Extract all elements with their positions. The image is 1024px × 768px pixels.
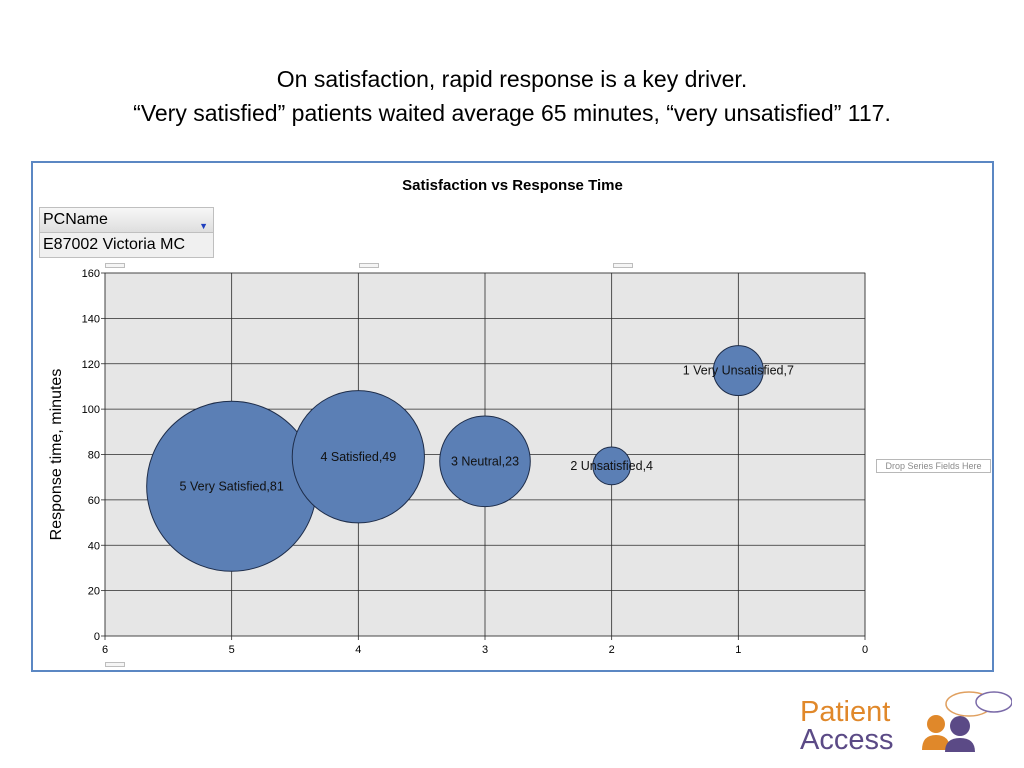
series-drop-handle[interactable] <box>359 263 379 268</box>
y-tick-label: 40 <box>88 540 100 552</box>
bubble <box>592 446 632 486</box>
y-tick-label: 140 <box>82 313 100 325</box>
patient-access-logo: Patient Access <box>800 690 1012 760</box>
pivot-chart[interactable]: Satisfaction vs Response Time PCName ▼ E… <box>31 161 994 672</box>
slide-title: On satisfaction, rapid response is a key… <box>0 62 1024 130</box>
logo-word-access: Access <box>800 724 894 756</box>
bubble-data-label: 2 Unsatisfied,4 <box>570 459 653 473</box>
series-drop-handle[interactable] <box>613 263 633 268</box>
chart-title: Satisfaction vs Response Time <box>402 177 623 194</box>
x-tick-label: 0 <box>862 644 868 656</box>
filter-field-button[interactable]: PCName ▼ <box>40 208 213 233</box>
slide-title-line2: “Very satisfied” patients waited average… <box>133 100 891 126</box>
y-tick-label: 60 <box>88 495 100 507</box>
bubble-data-label: 4 Satisfied,49 <box>320 450 396 464</box>
bubble-data-label: 3 Neutral,23 <box>451 454 519 468</box>
y-tick-label: 120 <box>82 359 100 371</box>
y-tick-label: 160 <box>82 268 100 280</box>
y-tick-label: 20 <box>88 586 100 598</box>
x-tick-label: 5 <box>229 644 235 656</box>
axis-drop-handle[interactable] <box>105 662 125 667</box>
y-tick-label: 80 <box>88 450 100 462</box>
y-axis-title: Response time, minutes <box>48 369 65 541</box>
filter-value: E87002 Victoria MC <box>40 233 213 257</box>
bubble <box>712 345 764 397</box>
x-tick-label: 3 <box>482 644 488 656</box>
drop-series-fields-zone[interactable]: Drop Series Fields Here <box>876 459 991 473</box>
x-tick-label: 6 <box>102 644 108 656</box>
x-tick-label: 1 <box>735 644 741 656</box>
report-filter[interactable]: PCName ▼ E87002 Victoria MC <box>39 207 214 258</box>
bubble-chart-plot: 0 20 40 60 80 100 120 140 160 6 5 4 3 2 1 0 Response tim… <box>48 268 868 656</box>
x-tick-label: 2 <box>609 644 615 656</box>
bubble-data-label: 1 Very Unsatisfied,7 <box>683 364 794 378</box>
bubble <box>439 415 531 508</box>
logo-word-patient: Patient <box>800 696 891 728</box>
series-drop-handle[interactable] <box>105 263 125 268</box>
y-tick-label: 0 <box>94 631 100 643</box>
speech-bubbles-people-icon <box>922 691 1012 752</box>
slide-title-line1: On satisfaction, rapid response is a key… <box>276 66 748 92</box>
filter-field-label: PCName <box>43 211 108 228</box>
bubble-data-label: 5 Very Satisfied,81 <box>180 479 284 493</box>
dropdown-arrow-icon[interactable]: ▼ <box>199 221 208 231</box>
bubble <box>291 390 425 524</box>
x-tick-label: 4 <box>355 644 361 656</box>
y-tick-label: 100 <box>82 404 100 416</box>
logo-wordmark: Patient Access <box>800 696 894 756</box>
